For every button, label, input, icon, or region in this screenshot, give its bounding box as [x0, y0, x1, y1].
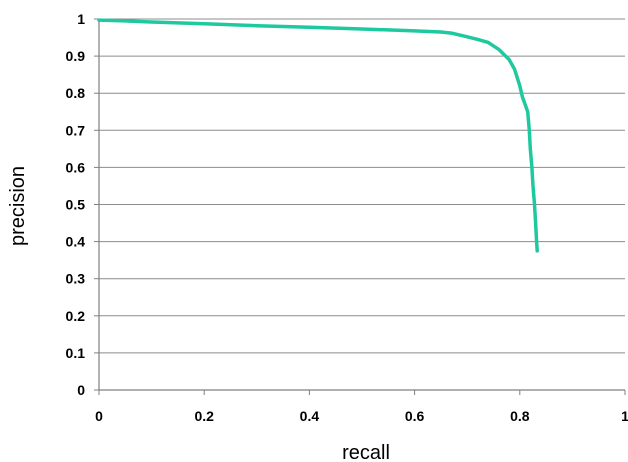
y-tick-label-5: 0.5	[66, 197, 86, 213]
x-tick-label-5: 1	[621, 408, 628, 424]
series-layer	[97, 18, 539, 253]
x-tick-label-3: 0.6	[405, 408, 425, 424]
x-axis-title: recall	[342, 442, 390, 462]
axes	[94, 18, 626, 395]
x-tick-labels: 0 0.2 0.4 0.6 0.8 1	[95, 408, 628, 424]
x-tick-label-0: 0	[95, 408, 103, 424]
y-tick-labels: 0 0.1 0.2 0.3 0.4 0.5 0.6 0.7 0.8 0.9 1	[66, 11, 86, 398]
y-axis-title: precision	[7, 166, 29, 246]
y-tick-label-8: 0.8	[66, 85, 86, 101]
y-tick-label-0: 0	[77, 382, 85, 398]
series-line-0	[97, 18, 539, 253]
y-tick-label-9: 0.9	[66, 48, 86, 64]
y-tick-label-2: 0.2	[66, 308, 86, 324]
y-tick-label-1: 0.1	[66, 345, 86, 361]
x-tick-label-1: 0.2	[194, 408, 214, 424]
y-tick-label-7: 0.7	[66, 122, 86, 138]
y-tick-label-3: 0.3	[66, 271, 86, 287]
gridlines	[99, 18, 625, 354]
y-tick-label-4: 0.4	[66, 234, 86, 250]
x-tick-label-4: 0.8	[510, 408, 530, 424]
x-tick-label-2: 0.4	[300, 408, 320, 424]
y-tick-label-6: 0.6	[66, 159, 86, 175]
y-tick-label-10: 1	[77, 11, 85, 27]
